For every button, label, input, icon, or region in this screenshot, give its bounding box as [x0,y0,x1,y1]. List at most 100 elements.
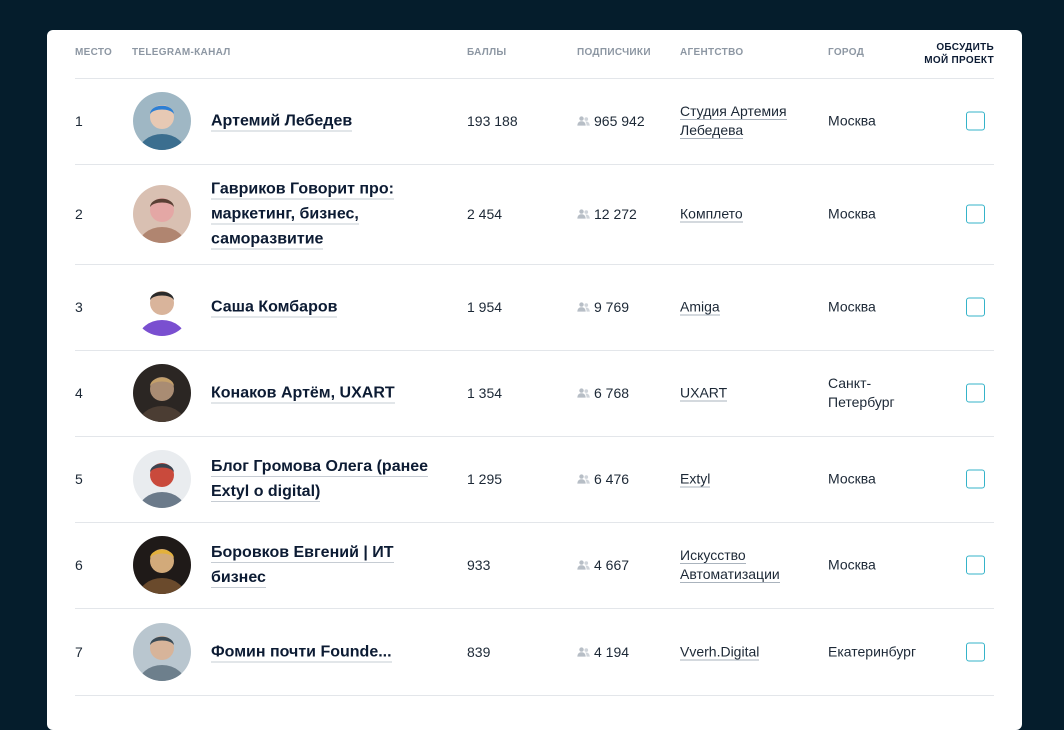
score-cell: 839 [467,643,491,660]
rank-cell: 2 [75,206,83,222]
rank-cell: 3 [75,299,83,315]
people-icon [577,302,590,312]
subscribers-cell: 6 768 [577,385,629,401]
people-icon [577,647,590,657]
table-row: 7 Фомин почти Founde... 839 4 194 Vverh.… [75,608,994,696]
agency-name[interactable]: Amiga [680,298,720,316]
subscribers-count: 4 194 [594,643,630,660]
agency-link[interactable]: UXART [680,384,800,403]
agency-name[interactable]: Искусство Автоматизации [680,547,780,583]
agency-name[interactable]: Студия Артемия Лебедева [680,103,787,139]
subscribers-cell: 4 194 [577,644,629,660]
channel-name[interactable]: Саша Комбаров [211,298,338,318]
channel-avatar[interactable] [133,450,191,508]
rank-cell: 1 [75,113,83,129]
discuss-project-checkbox[interactable] [966,555,985,575]
discuss-project-checkbox[interactable] [966,111,985,131]
discuss-project-checkbox[interactable] [966,204,985,224]
people-icon [577,560,590,570]
channel-link[interactable]: Саша Комбаров [211,295,451,320]
subscribers-count: 9 769 [594,299,630,315]
score-cell: 2 454 [467,206,503,222]
city-cell: Москва [828,298,876,315]
channel-avatar[interactable] [133,278,191,336]
score-cell: 933 [467,557,491,573]
agency-link[interactable]: Extyl [680,470,800,489]
channel-name[interactable]: Боровков Евгений | ИТ бизнес [211,544,394,588]
subscribers-cell: 4 667 [577,557,629,573]
agency-name[interactable]: UXART [680,384,728,402]
channel-name[interactable]: Блог Громова Олега (ранее Extyl о digita… [211,458,429,502]
avatar-photo-icon [133,536,191,594]
agency-name[interactable]: Extyl [680,470,711,488]
channel-avatar[interactable] [133,536,191,594]
header-discuss-line2: МОЙ ПРОЕКТ [924,55,994,66]
avatar-photo-icon [133,622,191,681]
avatar-photo-icon [133,450,191,508]
channel-link[interactable]: Гавриков Говорит про: маркетинг, бизнес,… [211,177,451,252]
avatar-photo-icon [133,278,191,336]
channel-avatar[interactable] [133,622,191,681]
channel-name[interactable]: Конаков Артём, UXART [211,384,395,404]
channel-link[interactable]: Блог Громова Олега (ранее Extyl о digita… [211,454,451,504]
rank-cell: 5 [75,471,83,487]
agency-link[interactable]: Студия Артемия Лебедева [680,102,800,140]
score-cell: 1 954 [467,299,503,315]
channel-link[interactable]: Артемий Лебедев [211,109,451,134]
subscribers-count: 12 272 [594,206,637,222]
channel-link[interactable]: Конаков Артём, UXART [211,381,451,406]
city-cell: Санкт-Петербург [828,375,895,410]
rating-table-card: МЕСТО TELEGRAM-КАНАЛ БАЛЛЫ ПОДПИСЧИКИ АГ… [47,30,1022,730]
subscribers-count: 965 942 [594,113,645,129]
city-cell: Москва [828,556,876,573]
channel-avatar[interactable] [133,92,191,150]
rank-cell: 4 [75,385,83,401]
city-cell: Москва [828,205,876,222]
table-row: 5 Блог Громова Олега (ранее Extyl о digi… [75,436,994,523]
header-rank: МЕСТО [75,47,113,58]
people-icon [577,209,590,219]
city-cell: Екатеринбург [828,643,917,659]
agency-link[interactable]: Amiga [680,298,800,317]
agency-link[interactable]: Искусство Автоматизации [680,546,800,584]
header-agency: АГЕНТСТВО [680,47,744,58]
discuss-project-checkbox[interactable] [966,642,985,661]
header-city: ГОРОД [828,47,865,58]
channel-name[interactable]: Гавриков Говорит про: маркетинг, бизнес,… [211,180,394,250]
agency-name[interactable]: Комплето [680,205,743,223]
rank-cell: 7 [75,643,83,660]
channel-link[interactable]: Боровков Евгений | ИТ бизнес [211,540,451,590]
city-cell: Москва [828,470,876,487]
header-discuss-line1: ОБСУДИТЬ [936,42,994,53]
table-row: 3 Саша Комбаров 1 954 9 769 Amiga Москва [75,264,994,351]
header-channel: TELEGRAM-КАНАЛ [132,47,231,58]
table-header: МЕСТО TELEGRAM-КАНАЛ БАЛЛЫ ПОДПИСЧИКИ АГ… [75,30,994,79]
channel-link[interactable]: Фомин почти Founde... [211,639,451,664]
people-icon [577,116,590,126]
channel-name[interactable]: Фомин почти Founde... [211,643,392,662]
discuss-project-checkbox[interactable] [966,297,985,317]
channel-avatar[interactable] [133,364,191,422]
score-cell: 1 295 [467,471,503,487]
people-icon [577,474,590,484]
agency-name[interactable]: Vverh.Digital [680,643,760,660]
avatar-photo-icon [133,92,191,150]
agency-link[interactable]: Комплето [680,205,800,224]
avatar-photo-icon [133,364,191,422]
channel-avatar[interactable] [133,185,191,243]
table-row: 6 Боровков Евгений | ИТ бизнес 933 4 667… [75,522,994,609]
agency-link[interactable]: Vverh.Digital [680,642,800,661]
avatar-photo-icon [133,185,191,243]
discuss-project-checkbox[interactable] [966,469,985,489]
table-row: 4 Конаков Артём, UXART 1 354 6 768 UXART… [75,350,994,437]
people-icon [577,388,590,398]
discuss-project-checkbox[interactable] [966,383,985,403]
channel-name[interactable]: Артемий Лебедев [211,112,353,132]
subscribers-cell: 6 476 [577,471,629,487]
subscribers-cell: 12 272 [577,206,637,222]
subscribers-count: 6 476 [594,471,630,487]
header-score: БАЛЛЫ [467,47,507,58]
header-discuss: ОБСУДИТЬ МОЙ ПРОЕКТ [924,41,994,67]
rank-cell: 6 [75,557,83,573]
city-cell: Москва [828,112,876,129]
